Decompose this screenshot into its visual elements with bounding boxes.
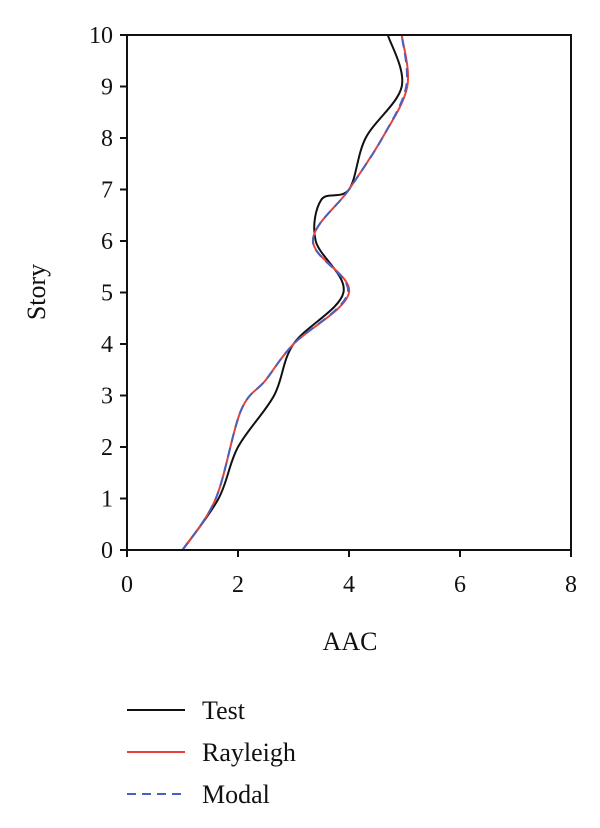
x-tick-label: 6 [454, 572, 466, 598]
y-tick-label: 3 [101, 384, 113, 410]
y-tick-label: 9 [101, 75, 113, 101]
series-line-test [181, 34, 404, 551]
x-tick-label: 0 [121, 572, 133, 598]
y-tick-label: 5 [101, 281, 113, 307]
series-line-rayleigh [181, 34, 409, 551]
y-tick-label: 0 [101, 538, 113, 564]
y-tick-label: 4 [101, 332, 113, 358]
y-axis-ticks: 0 1 2 3 4 5 6 7 8 9 10 [89, 23, 127, 564]
legend-label-rayleigh: Rayleigh [202, 738, 296, 767]
y-tick-label: 7 [101, 178, 113, 204]
x-tick-label: 4 [343, 572, 355, 598]
x-tick-label: 8 [565, 572, 577, 598]
y-tick-label: 1 [101, 487, 113, 513]
plot-frame [126, 34, 572, 551]
series-layer [181, 34, 409, 551]
y-tick-label: 10 [89, 23, 113, 49]
series-line-modal [181, 34, 408, 551]
y-tick-label: 6 [101, 229, 113, 255]
legend-label-test: Test [202, 696, 246, 725]
x-axis-ticks: 0 2 4 6 8 [121, 550, 577, 598]
legend: Test Rayleigh Modal [127, 696, 296, 809]
legend-label-modal: Modal [202, 780, 270, 809]
y-axis-title: Story [22, 264, 51, 320]
y-tick-label: 2 [101, 435, 113, 461]
y-tick-label: 8 [101, 126, 113, 152]
x-axis-title: AAC [323, 627, 378, 656]
x-tick-label: 2 [232, 572, 244, 598]
